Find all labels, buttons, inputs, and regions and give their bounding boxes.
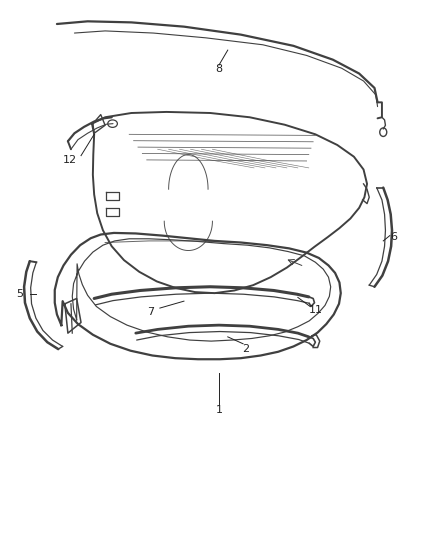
Text: 11: 11 — [308, 305, 322, 315]
Text: 7: 7 — [148, 307, 155, 317]
Text: 2: 2 — [242, 344, 249, 354]
Text: 8: 8 — [215, 64, 223, 74]
Text: 5: 5 — [16, 289, 23, 299]
Text: 1: 1 — [215, 406, 223, 415]
Text: 12: 12 — [63, 155, 77, 165]
Text: 6: 6 — [391, 232, 398, 242]
